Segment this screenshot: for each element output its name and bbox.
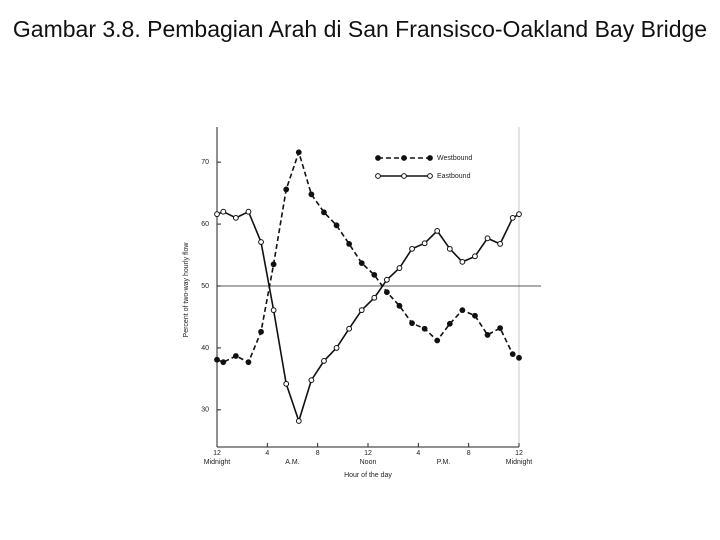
- x-tick-label: 8: [467, 450, 471, 457]
- data-point: [270, 261, 277, 268]
- data-point: [346, 240, 353, 247]
- data-point: [472, 253, 478, 260]
- x-tick-label: 4: [416, 450, 420, 457]
- data-point: [484, 332, 491, 338]
- x-tick-label: 8: [316, 450, 320, 457]
- data-point: [409, 245, 415, 252]
- data-point: [295, 418, 302, 424]
- data-point: [371, 294, 378, 301]
- x-tick-label: 12: [515, 450, 523, 457]
- y-tick-label: 70: [201, 159, 209, 166]
- x-period-label: Noon: [360, 459, 377, 466]
- x-period-label: A.M.: [285, 459, 299, 466]
- data-point: [333, 345, 340, 351]
- data-point: [396, 302, 403, 309]
- data-point: [421, 240, 428, 247]
- legend-marker: [427, 155, 433, 161]
- data-point: [220, 208, 227, 215]
- legend-label: Westbound: [437, 155, 472, 162]
- data-point: [346, 325, 353, 332]
- x-period-label: Midnight: [506, 459, 533, 466]
- data-point: [446, 245, 453, 252]
- legend-marker: [401, 155, 407, 161]
- data-point: [358, 260, 365, 266]
- x-axis-label: Hour of the day: [344, 472, 392, 479]
- data-point: [371, 271, 378, 278]
- data-point: [434, 227, 441, 234]
- data-point: [509, 351, 516, 358]
- data-point: [333, 222, 340, 229]
- data-point: [270, 307, 277, 314]
- data-point: [459, 307, 466, 314]
- data-point: [308, 377, 315, 384]
- legend-label: Eastbound: [437, 173, 471, 180]
- slide-title: Gambar 3.8. Pembagian Arah di San Fransi…: [12, 16, 708, 42]
- data-point: [358, 307, 365, 314]
- data-point: [421, 325, 428, 332]
- legend-marker: [375, 173, 381, 179]
- data-point: [434, 337, 441, 344]
- data-point: [484, 235, 491, 242]
- data-point: [258, 239, 264, 245]
- data-point: [396, 265, 403, 271]
- data-point: [383, 276, 390, 283]
- legend-marker: [401, 173, 407, 179]
- data-point: [321, 358, 327, 364]
- data-point: [258, 328, 264, 335]
- data-point: [232, 353, 239, 359]
- x-period-label: Midnight: [204, 459, 231, 466]
- y-tick-label: 30: [201, 407, 209, 414]
- y-tick-label: 60: [201, 221, 209, 228]
- data-point: [220, 359, 227, 366]
- data-point: [214, 356, 220, 363]
- y-tick-label: 50: [201, 283, 209, 290]
- x-period-label: P.M.: [437, 459, 451, 466]
- data-point: [516, 354, 522, 361]
- chart-background: [178, 125, 541, 482]
- x-tick-label: 12: [364, 450, 372, 457]
- data-point: [283, 186, 290, 193]
- data-point: [308, 191, 315, 198]
- data-point: [516, 211, 522, 218]
- y-axis-label: Percent of two-way hourly flow: [183, 242, 190, 338]
- data-point: [383, 289, 390, 296]
- data-point: [446, 320, 453, 327]
- data-point: [409, 320, 415, 327]
- data-point: [497, 240, 504, 247]
- data-point: [497, 325, 504, 332]
- x-tick-label: 12: [213, 450, 221, 457]
- data-point: [283, 380, 290, 387]
- y-tick-label: 40: [201, 345, 209, 352]
- legend-marker: [375, 155, 381, 161]
- data-point: [214, 211, 220, 218]
- data-point: [245, 208, 252, 215]
- data-point: [509, 214, 516, 221]
- data-point: [232, 214, 239, 221]
- data-point: [459, 258, 466, 265]
- legend-marker: [427, 173, 433, 179]
- data-point: [321, 209, 327, 216]
- x-tick-label: 4: [265, 450, 269, 457]
- data-point: [245, 359, 252, 366]
- data-point: [472, 312, 478, 319]
- data-point: [295, 149, 302, 156]
